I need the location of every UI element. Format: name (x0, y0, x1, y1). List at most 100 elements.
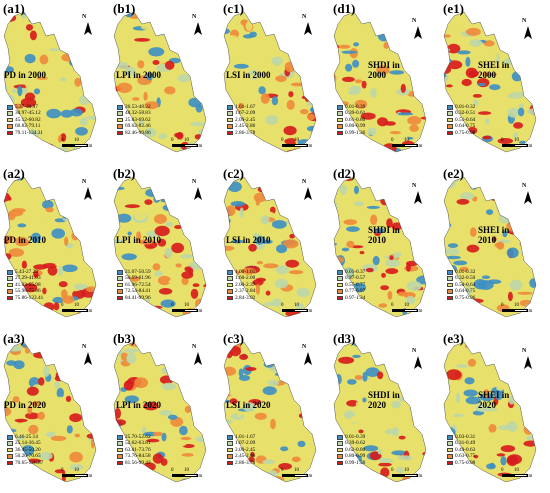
panel-title: PD in 2010 (4, 235, 47, 245)
patch (26, 458, 42, 463)
legend-item: 0.39-0.62 (337, 440, 365, 446)
patch (478, 111, 492, 115)
patch (154, 225, 170, 237)
patch (391, 400, 401, 409)
patch (205, 49, 206, 58)
patch (199, 210, 206, 217)
legend-label: 0.63-0.75 (455, 453, 476, 460)
legend: 1.00-1.61 1.60-2.00 2.00-2.37 2.37-2.84 2.84… (227, 269, 255, 301)
north-letter: N (302, 179, 307, 185)
patch (64, 236, 69, 246)
patch (168, 279, 179, 285)
legend-swatch (447, 130, 453, 136)
patch (79, 381, 94, 388)
legend-item: 0.75-0.98 (447, 460, 475, 466)
legend-label: 0.75-0.98 (455, 129, 476, 136)
north-arrow-icon (194, 187, 202, 200)
patch (425, 474, 426, 482)
patch (444, 181, 450, 189)
patch (25, 80, 33, 90)
patch (125, 66, 136, 76)
patch (269, 344, 282, 349)
legend-swatch (227, 104, 233, 110)
patch (502, 352, 509, 360)
patch (205, 398, 206, 406)
patch (212, 451, 216, 458)
region-outline (443, 11, 537, 153)
patch (190, 288, 199, 299)
patch (8, 248, 25, 257)
patch (12, 396, 20, 403)
patch (56, 342, 68, 347)
patch (27, 12, 38, 14)
scale-zero: 0 (391, 468, 394, 473)
patch (46, 431, 57, 438)
panel-label: (e1) (443, 1, 464, 16)
patch (515, 300, 521, 305)
patch (349, 146, 358, 152)
patch (282, 239, 299, 249)
patch (453, 260, 468, 266)
patch (126, 353, 137, 364)
legend-label: 2.45-2.86 (235, 453, 256, 460)
legend-swatch (227, 269, 233, 275)
patch (447, 400, 455, 406)
patch (468, 17, 484, 23)
patch (175, 25, 181, 29)
patch (150, 316, 157, 317)
patch (39, 148, 50, 152)
patch (320, 25, 327, 34)
region-map (443, 341, 537, 483)
patch (536, 97, 544, 103)
legend-swatch (337, 282, 343, 288)
legend-item: 2.00-2.37 (227, 282, 255, 288)
legend-label: 41.03-55.98 (15, 281, 41, 288)
patch (389, 255, 394, 260)
patch (22, 283, 38, 293)
patch (165, 29, 179, 40)
patch (527, 236, 536, 243)
patch (489, 84, 501, 91)
patch (60, 109, 73, 118)
patch (465, 27, 481, 36)
legend-item: 0.97-1.34 (337, 295, 365, 301)
patch (197, 211, 206, 215)
patch (184, 266, 192, 272)
patch (444, 136, 454, 143)
patch (73, 283, 89, 290)
legend-item: 0.64-0.75 (447, 123, 475, 129)
patch (93, 40, 96, 50)
patch (97, 111, 106, 115)
patch (423, 204, 426, 209)
legend-item: 73.76-84.58 (117, 453, 151, 459)
patch (0, 261, 3, 267)
patch (424, 64, 426, 73)
patch (502, 375, 519, 382)
patch (114, 408, 121, 419)
patch (494, 242, 504, 248)
patch (274, 177, 287, 180)
patch (66, 342, 83, 350)
legend-swatch (337, 434, 343, 440)
patch (526, 383, 536, 393)
legend-swatch (227, 124, 233, 129)
patch (129, 309, 142, 317)
scale-unit: km (196, 144, 203, 149)
patch (53, 181, 63, 185)
patch (502, 198, 514, 203)
patch (531, 369, 536, 375)
patch (76, 66, 90, 74)
patch (385, 259, 401, 268)
patch (239, 419, 245, 425)
patch (251, 309, 267, 317)
patch (525, 415, 534, 425)
patch (224, 349, 228, 359)
patch (274, 23, 290, 33)
patch (134, 212, 147, 221)
patch (457, 50, 471, 55)
patch (164, 247, 173, 258)
patch (444, 387, 447, 395)
patch (124, 138, 139, 146)
patch (389, 70, 405, 75)
legend-item: 50.20-70.65 (7, 453, 43, 459)
